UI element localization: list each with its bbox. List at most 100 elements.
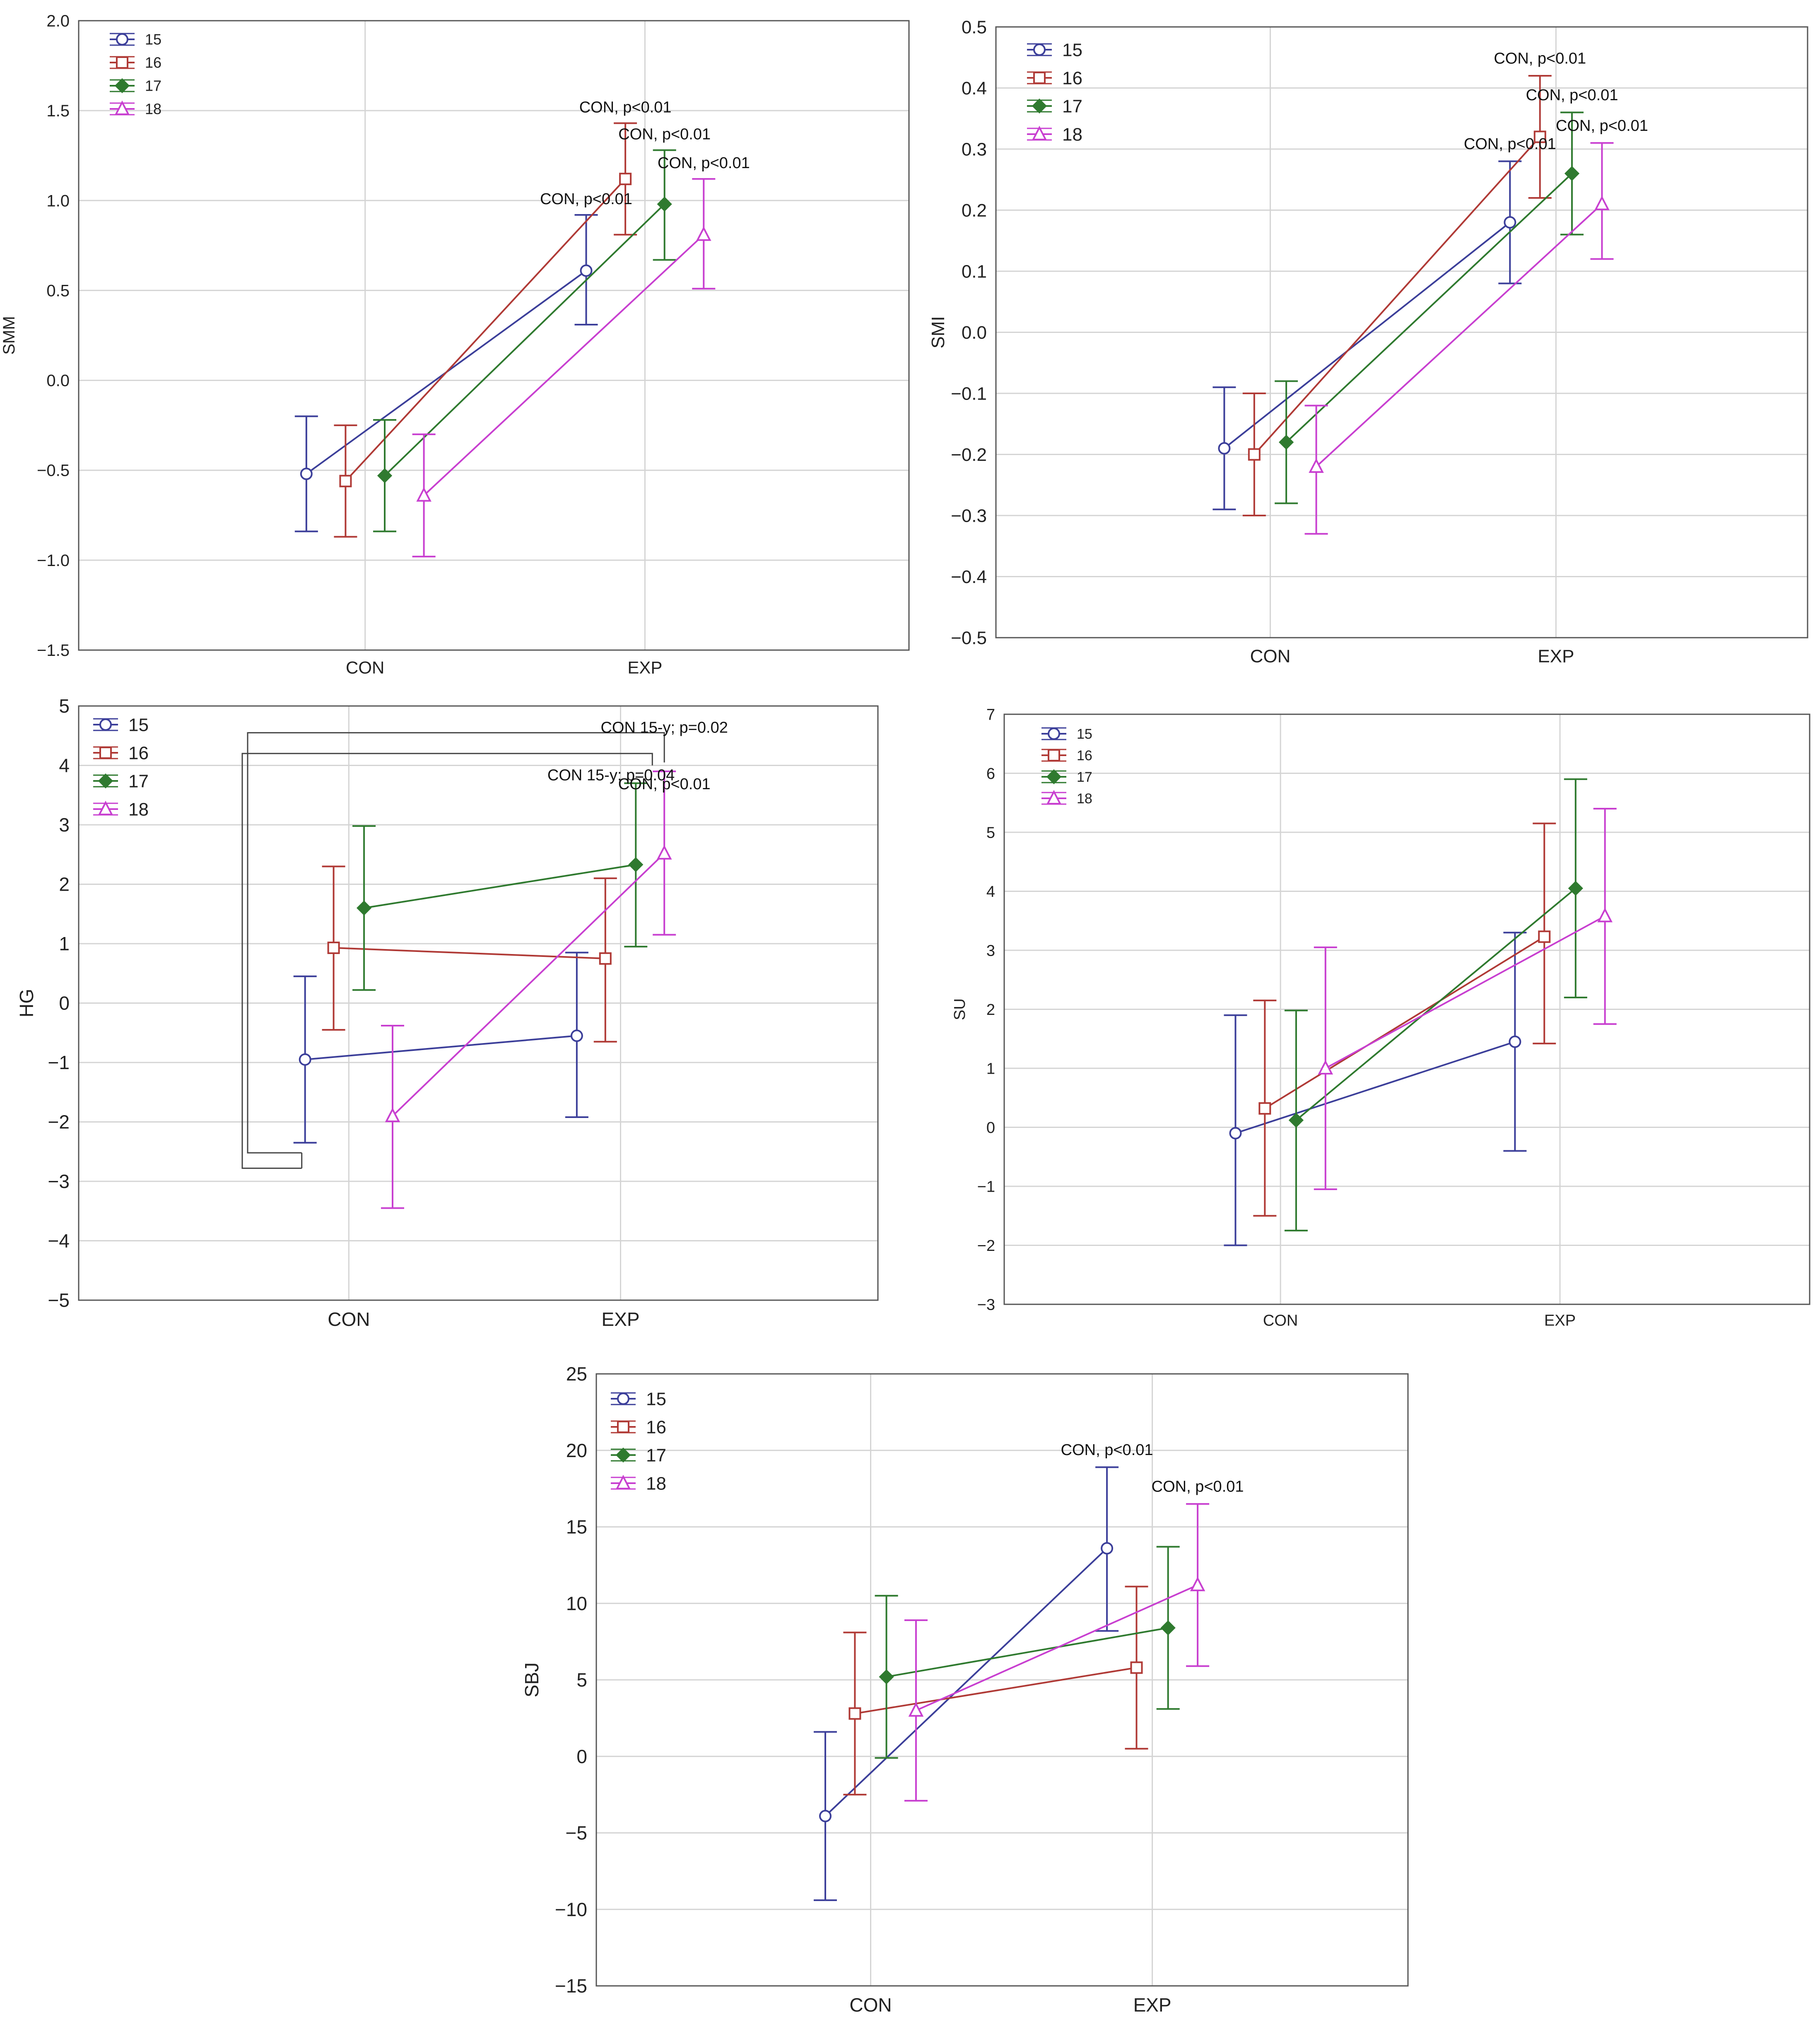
- y-tick-label: 4: [986, 883, 995, 901]
- legend-marker: [1048, 749, 1060, 761]
- y-tick-label: 5: [576, 1669, 587, 1691]
- y-tick-label: 3: [59, 814, 70, 836]
- y-tick-label: 6: [986, 765, 995, 783]
- series-15: [293, 952, 588, 1144]
- data-point: [619, 173, 632, 186]
- series-18: [381, 770, 676, 1209]
- legend-item-15: 15: [611, 1389, 666, 1409]
- legend-item-18: 18: [93, 799, 149, 819]
- data-point: [1509, 1035, 1521, 1048]
- y-tick-label: −0.3: [951, 506, 987, 526]
- legend-label: 17: [145, 77, 162, 94]
- series-line: [1224, 222, 1511, 449]
- chart-panel-su: −3 −2 −1 0 1 2 3 4 5 6 7 CON EXP SU 15 16 17 18: [951, 706, 1810, 1329]
- y-tick-label: 2: [59, 874, 70, 895]
- y-tick-label: 0.5: [46, 282, 70, 300]
- series-line: [1285, 173, 1573, 443]
- y-axis-title: HG: [16, 989, 37, 1017]
- series-line: [364, 864, 636, 909]
- annotation: CON, p<0.01: [579, 99, 672, 116]
- legend-label: 16: [1062, 68, 1082, 88]
- legend-label: 16: [128, 743, 149, 763]
- legend-marker: [615, 1474, 631, 1489]
- x-tick-label: EXP: [1133, 1994, 1172, 2016]
- annotation: CON, p<0.01: [1061, 1441, 1153, 1459]
- legend-item-17: 17: [110, 77, 162, 94]
- legend-marker: [114, 78, 130, 94]
- legend-marker: [116, 33, 128, 46]
- data-point: [1597, 907, 1613, 923]
- legend-item-16: 16: [611, 1417, 666, 1437]
- data-point: [300, 467, 313, 480]
- plot-frame: [78, 20, 910, 651]
- series-line: [1235, 1041, 1516, 1134]
- y-tick-label: −5: [566, 1822, 587, 1844]
- legend-item-15: 15: [93, 715, 149, 735]
- plot-frame: [995, 26, 1808, 638]
- legend-marker: [1046, 769, 1062, 785]
- series-line: [305, 1035, 577, 1060]
- legend-marker: [1032, 98, 1047, 114]
- y-tick-label: 0.1: [962, 261, 987, 282]
- annotation: CON, p<0.01: [1494, 50, 1586, 67]
- series-line: [1295, 887, 1577, 1121]
- x-tick-label: CON: [849, 1994, 892, 2016]
- data-point: [628, 857, 644, 872]
- legend-label: 18: [1062, 124, 1082, 145]
- annotation: CON, p<0.01: [1526, 87, 1618, 104]
- legend-label: 18: [145, 101, 162, 118]
- series-16: [322, 865, 617, 1043]
- legend-label: 15: [646, 1389, 666, 1409]
- legend-label: 15: [1062, 40, 1082, 60]
- legend-label: 16: [145, 54, 162, 71]
- annotation: CON, p<0.01: [1152, 1478, 1244, 1496]
- y-tick-label: 0.2: [962, 200, 987, 221]
- data-point: [1248, 448, 1261, 461]
- series-line: [855, 1667, 1137, 1715]
- y-tick-label: −0.5: [951, 628, 987, 648]
- series-18: [1314, 808, 1617, 1190]
- series-16: [334, 122, 637, 538]
- y-axis-title: SMI: [928, 316, 948, 348]
- y-tick-label: −1.0: [37, 552, 70, 570]
- data-point: [356, 900, 372, 916]
- data-point: [1101, 1542, 1114, 1555]
- legend-marker: [1048, 728, 1060, 740]
- legend-marker: [1033, 43, 1046, 56]
- y-tick-label: 5: [59, 695, 70, 717]
- x-tick-label: EXP: [1544, 1312, 1576, 1329]
- y-tick-label: 0.0: [46, 372, 70, 390]
- data-point: [1564, 166, 1580, 181]
- bracket-line: [241, 753, 653, 1169]
- legend-label: 17: [1062, 96, 1082, 116]
- x-tick-label: CON: [1263, 1312, 1298, 1329]
- y-tick-label: −1: [48, 1052, 70, 1073]
- legend-item-15: 15: [1027, 40, 1082, 60]
- y-axis-title: SMM: [0, 316, 18, 354]
- series-16: [843, 1585, 1148, 1796]
- legend-label: 18: [646, 1473, 666, 1494]
- plot-frame: [1003, 713, 1810, 1305]
- legend-label: 17: [1077, 769, 1092, 785]
- legend-item-17: 17: [1027, 96, 1082, 116]
- series-line: [384, 203, 665, 477]
- series-line: [824, 1547, 1108, 1817]
- data-point: [416, 487, 431, 502]
- data-point: [1568, 881, 1583, 896]
- y-tick-label: −5: [48, 1289, 70, 1311]
- legend-item-18: 18: [611, 1473, 666, 1494]
- annotation: CON, p<0.01: [1556, 117, 1648, 135]
- y-tick-label: 0.3: [962, 139, 987, 159]
- series-17: [352, 782, 648, 991]
- legend-marker: [617, 1421, 629, 1433]
- data-point: [1538, 930, 1551, 943]
- annotation: CON 15-y; p=0.04: [547, 766, 675, 784]
- y-tick-label: 5: [986, 824, 995, 841]
- x-tick-label: EXP: [1538, 646, 1574, 666]
- legend-item-16: 16: [93, 743, 149, 763]
- y-axis-title: SBJ: [521, 1662, 542, 1697]
- legend-item-18: 18: [1041, 790, 1092, 807]
- data-point: [339, 475, 352, 487]
- data-point: [599, 952, 612, 965]
- legend-item-17: 17: [1041, 769, 1092, 785]
